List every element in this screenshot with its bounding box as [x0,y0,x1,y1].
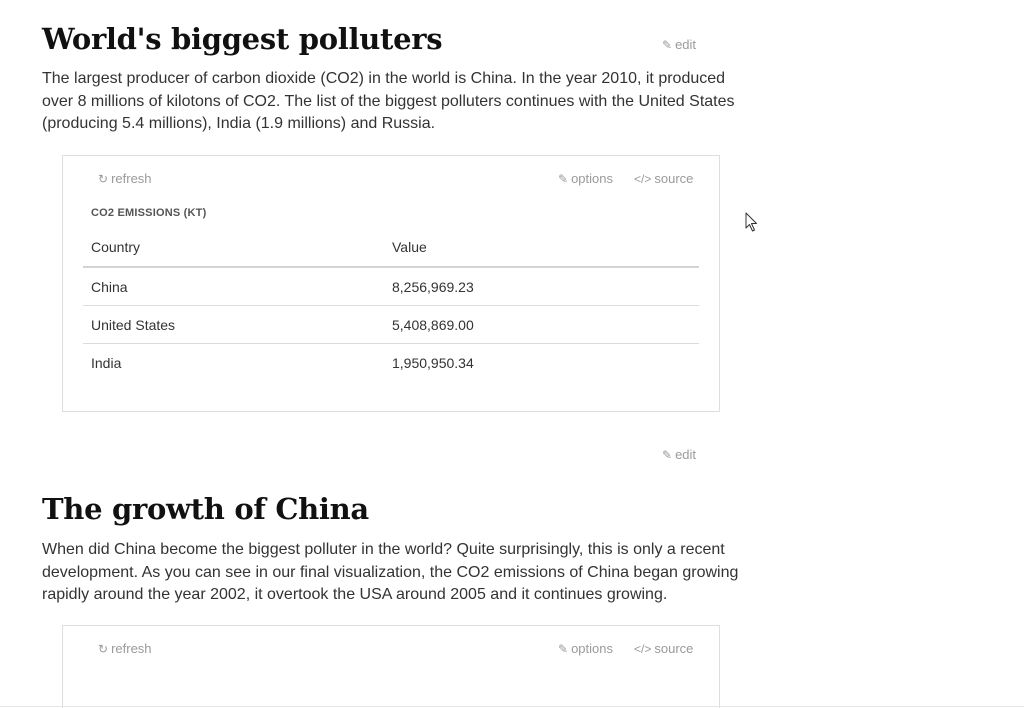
refresh-button[interactable]: ↻ refresh [98,171,152,186]
options-label: options [571,641,613,656]
edit-link-section1[interactable]: ✎ edit [662,37,696,52]
cell-value: 5,408,869.00 [384,305,699,344]
section-paragraph-polluters: The largest producer of carbon dioxide (… [42,70,735,132]
edit-label: edit [675,37,697,52]
card-toolbar: ↻ refresh ✎ options </> source [63,626,719,670]
section-paragraph-china-growth: When did China become the biggest pollut… [42,541,739,603]
edit-label: edit [675,447,697,462]
column-header-value: Value [384,228,699,268]
table-header-row: Country Value [83,228,699,268]
table-row: United States 5,408,869.00 [83,305,699,344]
source-button[interactable]: </> source [634,171,693,186]
cell-value: 1,950,950.34 [392,354,474,371]
edit-icon: ✎ [558,172,569,186]
mouse-cursor-icon [745,212,757,232]
edit-icon: ✎ [662,448,673,462]
edit-icon: ✎ [662,38,673,52]
options-button[interactable]: ✎ options [558,171,613,186]
refresh-label: refresh [111,641,152,656]
card-toolbar: ↻ refresh ✎ options </> source [63,156,719,200]
source-label: source [654,171,694,186]
source-label: source [654,641,694,656]
visualization-card-table: ↻ refresh ✎ options </> source CO2 EMISSION… [62,155,720,412]
emissions-table: Country Value China 8,256,969.23 United … [83,228,699,381]
edit-link-section2[interactable]: ✎ edit [662,447,696,462]
cell-value: 8,256,969.23 [384,267,699,306]
refresh-button[interactable]: ↻ refresh [98,641,152,656]
source-button[interactable]: </> source [634,641,693,656]
code-icon: </> [634,642,652,656]
table-row: India 1,950,950.34 [83,344,699,382]
table-title: CO2 EMISSIONS (KT) [91,207,207,219]
column-header-country: Country [83,228,384,268]
table-row: China 8,256,969.23 [83,267,699,306]
options-button[interactable]: ✎ options [558,641,613,656]
section-heading-polluters: World's biggest polluters [42,22,443,56]
visualization-card-chart: ↻ refresh ✎ options </> source [62,625,720,708]
cell-country: United States [83,305,384,344]
refresh-label: refresh [111,171,152,186]
cell-country: India [91,354,122,371]
edit-icon: ✎ [558,642,569,656]
options-label: options [571,171,613,186]
code-icon: </> [634,172,652,186]
section-heading-china-growth: The growth of China [42,492,369,526]
cell-country: China [83,267,384,306]
refresh-icon: ↻ [98,172,109,186]
page-bottom-divider [0,706,1024,707]
refresh-icon: ↻ [98,642,109,656]
